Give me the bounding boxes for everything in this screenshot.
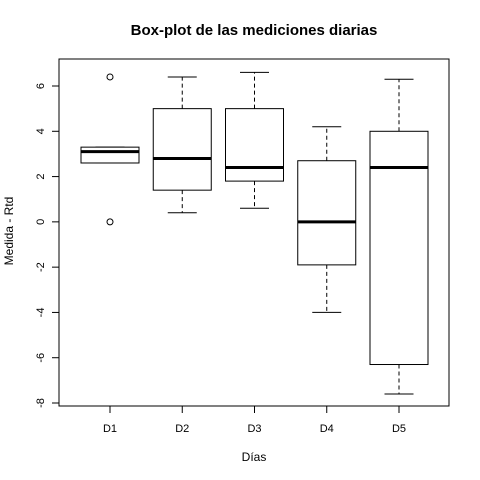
box-iqr: [152, 108, 212, 191]
chart-title: Box-plot de las mediciones diarias: [131, 22, 378, 39]
y-axis-label: Medida - Rtd: [2, 197, 16, 266]
y-axis: -8 -6 -4 -2 0 2 4 6: [35, 83, 60, 408]
box-D5: [369, 78, 429, 395]
x-axis-label: Días: [242, 450, 267, 464]
y-tick-label: -8: [35, 398, 47, 408]
x-tick-label: D2: [175, 423, 189, 435]
box-D4: [297, 126, 357, 313]
y-tick-label: -2: [35, 262, 47, 272]
x-tick-label: D5: [392, 423, 406, 435]
y-tick-label: 6: [35, 83, 47, 89]
y-tick-label: -4: [35, 308, 47, 318]
box-D2: [152, 76, 212, 214]
box-iqr: [297, 160, 357, 266]
y-tick-label: 0: [35, 219, 47, 225]
x-axis: D1 D2 D3 D4 D5: [103, 405, 406, 435]
outlier-point: [106, 218, 114, 226]
box-iqr: [369, 130, 429, 366]
box-D1: [80, 73, 140, 226]
x-tick-label: D1: [103, 423, 117, 435]
boxes-group: [80, 71, 429, 395]
box-iqr: [225, 108, 284, 182]
y-tick-label: 4: [35, 128, 47, 134]
box-iqr: [80, 146, 140, 164]
y-tick-label: -6: [35, 353, 47, 363]
x-tick-label: D4: [320, 423, 334, 435]
outlier-point: [106, 73, 114, 81]
y-tick-label: 2: [35, 174, 47, 180]
box-D3: [225, 71, 284, 209]
x-tick-label: D3: [247, 423, 261, 435]
